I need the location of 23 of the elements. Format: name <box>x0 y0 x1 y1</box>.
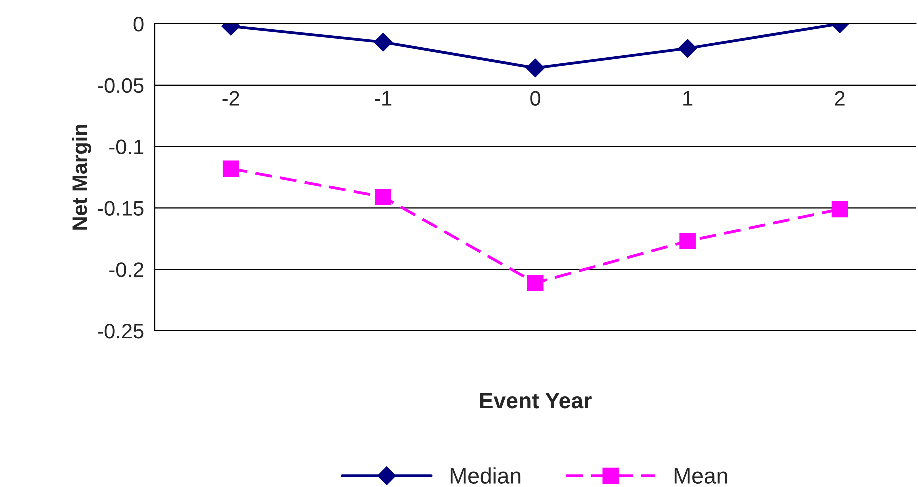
point <box>526 58 545 78</box>
point <box>680 233 696 250</box>
x-tick-label: -1 <box>375 91 392 106</box>
y-tick-label: -0.2 <box>110 262 144 278</box>
point <box>375 188 392 206</box>
point <box>374 33 393 52</box>
y-tick-label: -0.05 <box>98 78 144 94</box>
x-axis-title: Event Year <box>480 393 592 409</box>
x-tick-label: 2 <box>835 91 845 106</box>
y-tick-label: 0 <box>134 17 144 32</box>
x-tick-label: 0 <box>530 91 541 106</box>
point <box>832 201 848 218</box>
y-axis-title: Net Margin <box>72 124 92 230</box>
legend-label: Median <box>450 468 521 484</box>
point <box>678 39 698 58</box>
y-tick-label: -0.1 <box>110 140 144 155</box>
point <box>222 160 240 178</box>
y-tick-label: -0.15 <box>98 201 144 216</box>
legend-label: Mean <box>674 468 728 484</box>
point <box>527 274 544 292</box>
x-tick-label: -2 <box>222 91 240 106</box>
y-tick-label: -0.25 <box>98 324 144 339</box>
x-tick-label: 1 <box>684 91 693 106</box>
